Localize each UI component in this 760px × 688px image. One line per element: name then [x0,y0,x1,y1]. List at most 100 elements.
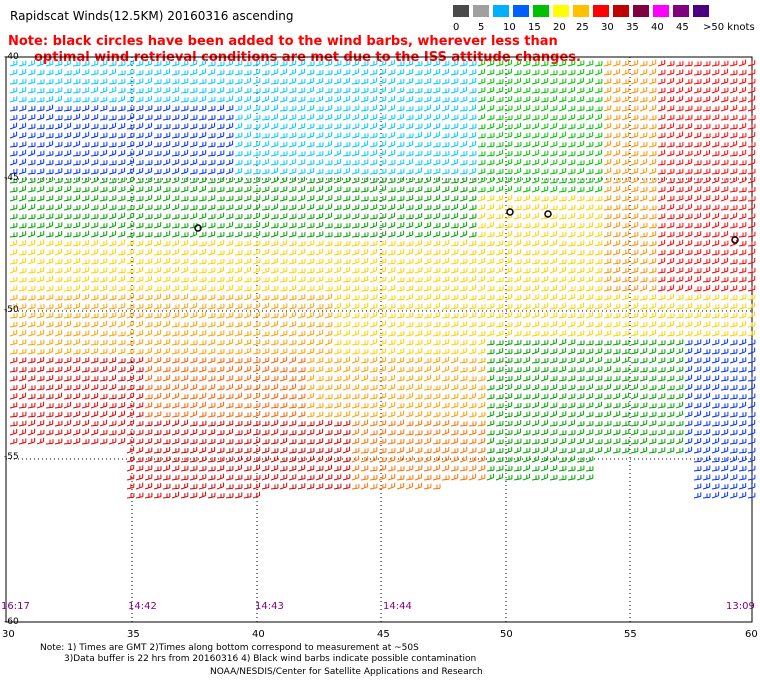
wind-barb [675,339,684,346]
wind-barb [342,266,351,274]
wind-barb [324,411,333,418]
wind-barb [459,114,468,121]
wind-barb [585,393,594,400]
wind-barb [342,429,351,436]
wind-barb [540,158,549,166]
wind-barb [387,204,396,211]
wind-barb [63,78,72,85]
wind-barb [234,60,243,67]
wind-barb [171,276,180,283]
wind-barb [558,231,567,238]
wind-barb [288,96,297,103]
wind-barb [171,392,180,400]
wind-barb [378,185,387,193]
wind-barb [405,348,414,355]
wind-barb [288,311,297,319]
wind-barb [621,142,630,148]
wind-barb [126,402,135,409]
wind-barb [9,168,18,175]
wind-barb [279,429,288,436]
wind-barb [99,376,108,382]
wind-barb [144,474,153,481]
wind-barb [351,420,360,427]
wind-barb [279,311,288,319]
wind-barb [261,248,270,256]
wind-barb [45,312,54,319]
wind-barb [27,375,36,382]
wind-barb [117,123,126,130]
legend-swatch [633,5,649,17]
wind-barb [459,169,468,175]
wind-barb [324,330,333,337]
wind-barb [648,329,657,337]
wind-barb [729,78,738,85]
wind-barb [657,349,666,355]
wind-barb [702,437,711,445]
wind-barb [180,105,189,112]
wind-barb [486,285,495,292]
wind-barb [315,438,324,445]
wind-barb [342,356,351,364]
wind-barb [657,149,666,157]
wind-barb [747,311,756,319]
wind-barb [657,142,666,148]
wind-barb [207,483,216,490]
wind-barb [216,69,225,76]
wind-barb [279,195,288,202]
wind-barb [360,393,369,400]
wind-barb [702,330,711,337]
wind-barb [504,159,513,166]
wind-barb [693,212,702,220]
wind-barb [720,420,729,427]
wind-barb [513,132,522,139]
wind-barb [189,366,198,373]
wind-barb [477,159,486,166]
wind-barb [639,304,648,310]
wind-barb [432,429,441,436]
wind-barb [648,240,657,247]
wind-barb [144,204,153,211]
wind-barb [540,222,549,229]
wind-barb [153,376,162,382]
wind-barb [747,474,756,481]
wind-barb [675,447,684,454]
wind-barb [549,421,558,427]
wind-barb [531,222,540,229]
wind-barb [738,465,747,472]
wind-barb [162,312,171,319]
wind-barb [351,295,360,301]
wind-barb [171,248,180,256]
wind-barb [504,322,513,328]
wind-barb [396,195,405,202]
wind-barb [9,428,18,436]
wind-barb [486,340,495,346]
wind-barb [378,320,387,328]
wind-barb [711,491,720,499]
wind-barb [738,114,747,121]
wind-barb [558,457,567,463]
wind-barb [468,204,477,211]
wind-barb [495,366,504,373]
wind-barb [99,249,108,256]
wind-barb [252,69,261,76]
wind-barb [315,248,324,256]
wind-barb [306,402,315,409]
wind-barb [342,60,351,67]
wind-barb [558,158,567,166]
wind-barb [342,321,351,328]
wind-barb [522,464,531,472]
wind-barb [666,293,675,301]
wind-barb [162,213,171,220]
wind-barb [162,357,171,364]
wind-barb [414,410,423,418]
wind-barb [720,456,729,463]
wind-barb [261,465,270,472]
wind-barb [702,338,711,346]
wind-barb [108,122,117,130]
wind-barb [243,339,252,346]
wind-barb [621,150,630,157]
wind-barb [27,177,36,184]
wind-barb [603,285,612,292]
wind-barb [378,114,387,121]
wind-barb [324,375,333,382]
